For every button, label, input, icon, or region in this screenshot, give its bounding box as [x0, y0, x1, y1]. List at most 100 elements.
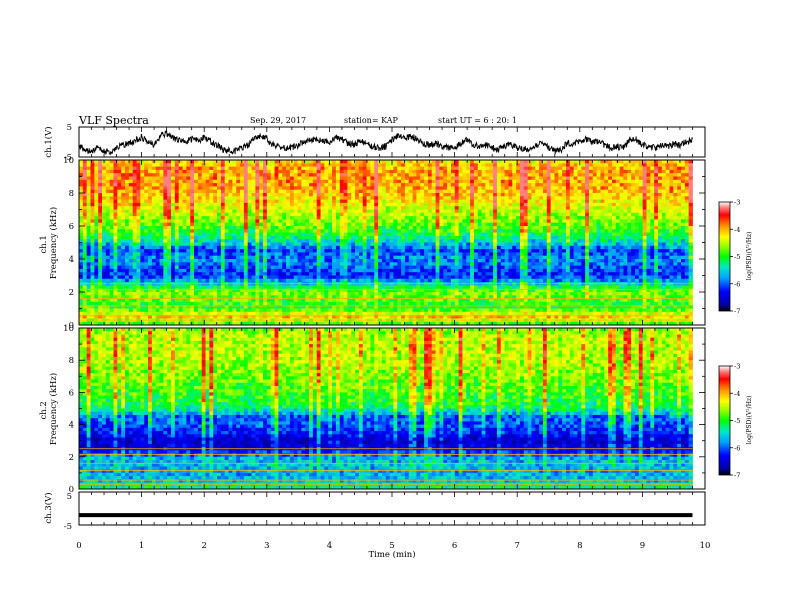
spectrogram-cell	[643, 239, 647, 243]
spectrogram-cell	[370, 183, 374, 187]
spectrogram-cell	[221, 160, 225, 164]
spectrogram-cell	[673, 246, 677, 250]
spectrogram-cell	[539, 233, 543, 237]
spectrogram-cell	[436, 203, 440, 207]
spectrogram-cell	[263, 173, 267, 177]
spectrogram-cell	[363, 183, 367, 187]
spectrogram-cell	[635, 190, 639, 194]
spectrogram-cell	[102, 223, 106, 227]
spectrogram-cell	[183, 219, 187, 223]
spectrogram-cell	[393, 223, 397, 227]
spectrogram-cell	[654, 239, 658, 243]
spectrogram-cell	[140, 249, 144, 253]
spectrogram-cell	[600, 203, 604, 207]
spectrogram-cell	[432, 216, 436, 220]
spectrogram-cell	[681, 167, 685, 171]
spectrogram-cell	[562, 200, 566, 204]
spectrogram-cell	[608, 246, 612, 250]
spectrogram-cell	[160, 163, 164, 167]
spectrogram-cell	[321, 233, 325, 237]
spectrogram-cell	[535, 173, 539, 177]
spectrogram-cell	[91, 210, 95, 214]
spectrogram-cell	[252, 236, 256, 240]
spectrogram-cell	[508, 239, 512, 243]
spectrogram-cell	[106, 226, 110, 230]
spectrogram-cell	[213, 229, 217, 233]
spectrogram-cell	[359, 210, 363, 214]
spectrogram-cell	[382, 193, 386, 197]
spectrogram-cell	[255, 252, 259, 256]
spectrogram-cell	[347, 173, 351, 177]
spectrogram-cell	[616, 213, 620, 217]
spectrogram-cell	[183, 160, 187, 164]
spectrogram-cell	[482, 252, 486, 256]
spectrogram-cell	[225, 193, 229, 197]
spectrogram-cell	[98, 256, 102, 260]
spectrogram-cell	[589, 190, 593, 194]
spectrogram-cell	[190, 170, 194, 174]
spectrogram-cell	[374, 190, 378, 194]
spectrogram-cell	[631, 203, 635, 207]
spectrogram-cell	[593, 236, 597, 240]
spectrogram-cell	[206, 203, 210, 207]
spectrogram-cell	[405, 163, 409, 167]
spectrogram-cell	[685, 233, 689, 237]
spectrogram-cell	[186, 246, 190, 250]
spectrogram-cell	[179, 206, 183, 210]
spectrogram-cell	[209, 206, 213, 210]
spectrogram-cell	[351, 256, 355, 260]
spectrogram-cell	[324, 186, 328, 190]
spectrogram-cell	[413, 177, 417, 181]
spectrogram-cell	[535, 243, 539, 247]
spectrogram-cell	[198, 226, 202, 230]
spectrogram-cell	[608, 223, 612, 227]
spectrogram-cell	[497, 239, 501, 243]
spectrogram-cell	[160, 249, 164, 253]
spectrogram-cell	[110, 210, 114, 214]
spectrogram-cell	[489, 206, 493, 210]
spectrogram-cell	[248, 186, 252, 190]
spectrogram-cell	[673, 233, 677, 237]
spectrogram-cell	[271, 206, 275, 210]
spectrogram-cell	[443, 173, 447, 177]
spectrogram-cell	[114, 256, 118, 260]
spectrogram-cell	[121, 213, 125, 217]
spectrogram-cell	[581, 219, 585, 223]
spectrogram-cell	[570, 246, 574, 250]
spectrogram-cell	[225, 203, 229, 207]
spectrogram-cell	[370, 259, 374, 263]
spectrogram-cell	[562, 186, 566, 190]
spectrogram-cell	[125, 173, 129, 177]
spectrogram-cell	[528, 256, 532, 260]
spectrogram-cell	[654, 163, 658, 167]
spectrogram-cell	[125, 170, 129, 174]
spectrogram-cell	[190, 167, 194, 171]
spectrogram-cell	[298, 216, 302, 220]
spectrogram-cell	[98, 190, 102, 194]
spectrogram-cell	[275, 216, 279, 220]
spectrogram-cell	[313, 196, 317, 200]
spectrogram-cell	[106, 186, 110, 190]
spectrogram-cell	[129, 206, 133, 210]
spectrogram-cell	[631, 226, 635, 230]
spectrogram-cell	[286, 190, 290, 194]
spectrogram-cell	[301, 243, 305, 247]
spectrogram-cell	[386, 196, 390, 200]
spectrogram-cell	[516, 200, 520, 204]
spectrogram-cell	[631, 210, 635, 214]
spectrogram-cell	[367, 167, 371, 171]
spectrogram-cell	[171, 223, 175, 227]
spectrogram-cell	[593, 193, 597, 197]
spectrogram-cell	[183, 243, 187, 247]
spectrogram-cell	[574, 236, 578, 240]
spectrogram-cell	[106, 219, 110, 223]
spectrogram-cell	[612, 213, 616, 217]
spectrogram-cell	[451, 246, 455, 250]
spectrogram-cell	[255, 163, 259, 167]
spectrogram-cell	[608, 243, 612, 247]
spectrogram-cell	[589, 163, 593, 167]
spectrogram-cell	[600, 190, 604, 194]
spectrogram-cell	[298, 186, 302, 190]
spectrogram-cell	[378, 167, 382, 171]
spectrogram-cell	[294, 210, 298, 214]
